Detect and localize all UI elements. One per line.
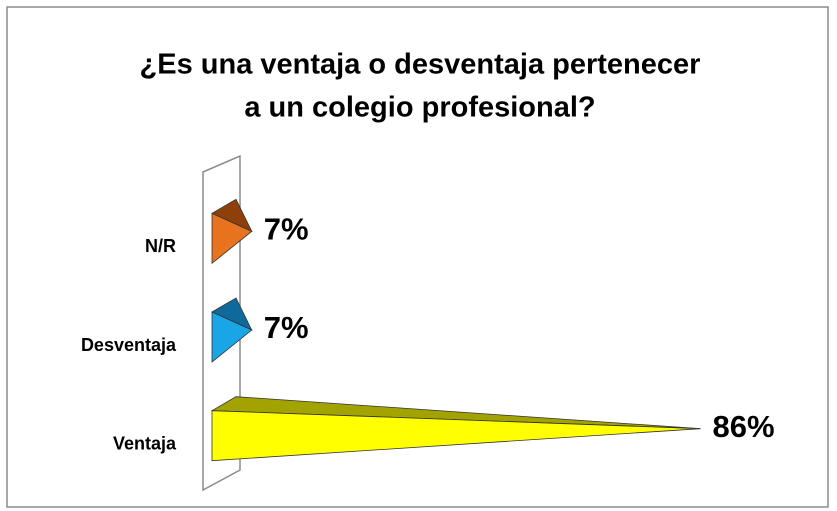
chart-title: ¿Es una ventaja o desventaja pertenecer (140, 49, 701, 81)
value-label: 86% (712, 409, 774, 444)
pyramid-front-face (211, 311, 253, 363)
category-label: N/R (145, 236, 176, 256)
chart-title: a un colegio profesional? (244, 92, 595, 124)
category-label: Desventaja (81, 335, 177, 355)
value-label: 7% (264, 310, 309, 345)
pyramid-bar (210, 396, 701, 462)
category-label: Ventaja (113, 433, 177, 453)
pyramid-bar (211, 198, 253, 265)
pyramid-front-face (211, 410, 701, 462)
pyramid-bar (211, 297, 253, 363)
pyramid-front-face (211, 212, 253, 265)
value-label: 7% (264, 212, 309, 247)
